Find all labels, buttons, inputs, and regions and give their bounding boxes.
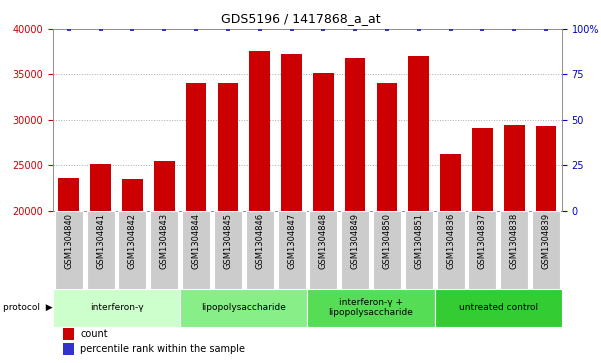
Text: untreated control: untreated control	[459, 303, 538, 312]
Point	[446, 26, 456, 32]
Bar	[535, 126, 557, 363]
Text: interferon-γ: interferon-γ	[90, 303, 143, 312]
Bar	[377, 82, 397, 363]
Text: count: count	[81, 329, 108, 339]
Point	[542, 26, 551, 32]
Bar	[441, 154, 461, 363]
Bar	[186, 82, 206, 363]
Point	[64, 26, 73, 32]
Text: GSM1304838: GSM1304838	[510, 213, 519, 269]
Point	[510, 26, 519, 32]
Bar	[122, 179, 143, 363]
Point	[223, 26, 233, 32]
Text: percentile rank within the sample: percentile rank within the sample	[81, 344, 245, 354]
Point	[350, 26, 360, 32]
Text: GSM1304839: GSM1304839	[542, 213, 551, 269]
Point	[255, 26, 264, 32]
Bar	[373, 211, 401, 289]
Bar	[63, 328, 75, 340]
Text: GSM1304843: GSM1304843	[160, 213, 169, 269]
Bar	[246, 211, 273, 289]
Text: GSM1304848: GSM1304848	[319, 213, 328, 269]
Point	[414, 26, 424, 32]
Point	[159, 26, 169, 32]
Bar	[307, 289, 435, 327]
Point	[478, 26, 487, 32]
Bar	[214, 211, 242, 289]
Bar	[63, 343, 75, 355]
Text: GSM1304851: GSM1304851	[414, 213, 423, 269]
Bar	[468, 211, 496, 289]
Text: interferon-γ +
lipopolysaccharide: interferon-γ + lipopolysaccharide	[329, 298, 413, 317]
Text: GSM1304846: GSM1304846	[255, 213, 264, 269]
Bar	[180, 289, 307, 327]
Bar	[345, 58, 365, 363]
Bar	[87, 211, 115, 289]
Point	[287, 26, 296, 32]
Text: lipopolysaccharide: lipopolysaccharide	[201, 303, 286, 312]
Point	[191, 26, 201, 32]
Bar	[404, 211, 433, 289]
Bar	[90, 164, 111, 363]
Bar	[218, 82, 238, 363]
Bar	[58, 178, 79, 363]
Bar	[53, 289, 180, 327]
Point	[127, 26, 137, 32]
Bar	[154, 160, 174, 363]
Text: GSM1304845: GSM1304845	[224, 213, 233, 269]
Bar	[436, 211, 465, 289]
Bar	[472, 128, 493, 363]
Text: GSM1304842: GSM1304842	[128, 213, 137, 269]
Bar	[55, 211, 83, 289]
Text: GSM1304837: GSM1304837	[478, 213, 487, 269]
Bar	[310, 211, 337, 289]
Text: GSM1304836: GSM1304836	[446, 213, 455, 269]
Bar	[118, 211, 147, 289]
Bar	[341, 211, 369, 289]
Bar	[249, 51, 270, 363]
Text: GDS5196 / 1417868_a_at: GDS5196 / 1417868_a_at	[221, 12, 380, 25]
Point	[96, 26, 105, 32]
Bar	[504, 125, 525, 363]
Bar	[500, 211, 528, 289]
Text: GSM1304840: GSM1304840	[64, 213, 73, 269]
Bar	[182, 211, 210, 289]
Bar	[435, 289, 562, 327]
Bar	[150, 211, 178, 289]
Bar	[532, 211, 560, 289]
Text: GSM1304844: GSM1304844	[192, 213, 201, 269]
Bar	[278, 211, 305, 289]
Point	[382, 26, 392, 32]
Bar	[281, 54, 302, 363]
Text: protocol  ▶: protocol ▶	[3, 303, 53, 312]
Bar	[313, 73, 334, 363]
Text: GSM1304850: GSM1304850	[382, 213, 391, 269]
Text: GSM1304841: GSM1304841	[96, 213, 105, 269]
Text: GSM1304847: GSM1304847	[287, 213, 296, 269]
Point	[319, 26, 328, 32]
Text: GSM1304849: GSM1304849	[350, 213, 359, 269]
Bar	[409, 56, 429, 363]
